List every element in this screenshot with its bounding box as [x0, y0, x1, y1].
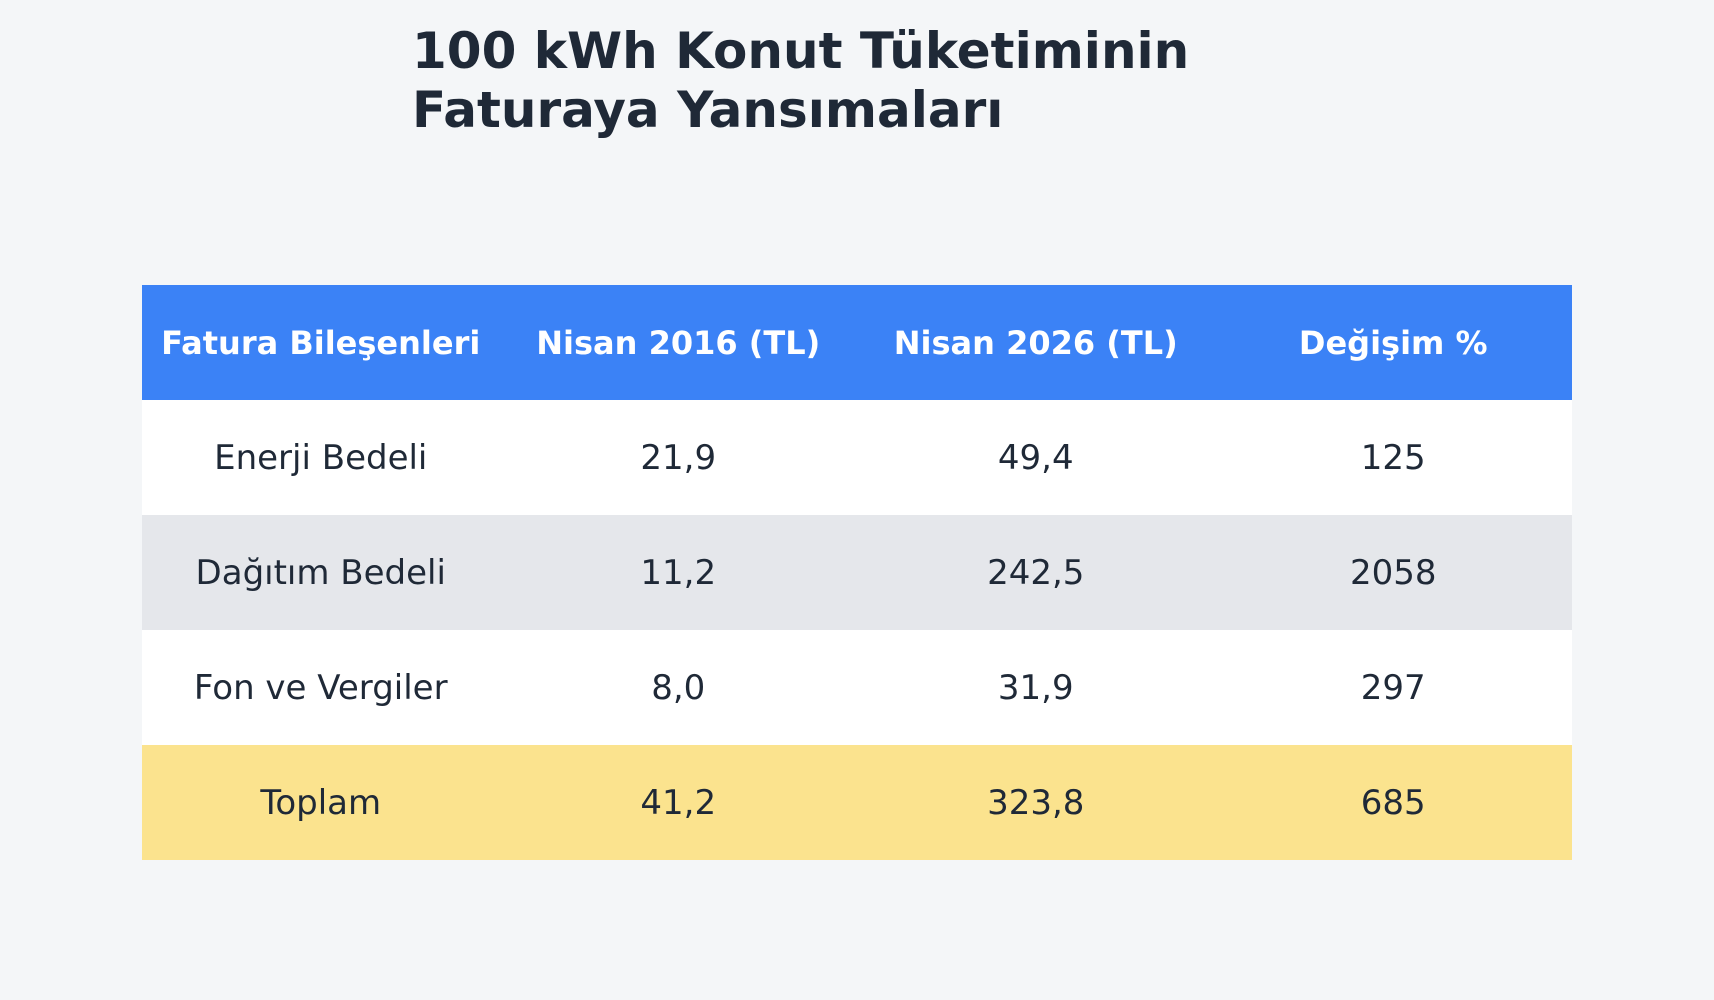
- table-cell: 323,8: [857, 745, 1215, 860]
- title-line: Faturaya Yansımaları: [412, 81, 1004, 139]
- table-cell: 31,9: [857, 630, 1215, 745]
- table-cell: 2058: [1214, 515, 1572, 630]
- header-row: Fatura Bileşenleri Nisan 2016 (TL) Nisan 2…: [142, 285, 1572, 400]
- table-cell: 8,0: [499, 630, 857, 745]
- table-cell: 21,9: [499, 400, 857, 515]
- table-cell: 685: [1214, 745, 1572, 860]
- title-line: 100 kWh Konut Tüketiminin: [412, 22, 1190, 80]
- table-cell: Toplam: [142, 745, 500, 860]
- table: Fatura Bileşenleri Nisan 2016 (TL) Nisan 2…: [142, 285, 1572, 860]
- column-header: Değişim %: [1214, 285, 1572, 400]
- table-cell: 49,4: [857, 400, 1215, 515]
- table-cell: 11,2: [499, 515, 857, 630]
- title: 100 kWh Konut Tüketiminin Faturaya Yansı…: [412, 22, 1189, 140]
- table-row: Fon ve Vergiler 8,0 31,9 297: [142, 630, 1572, 745]
- table-body: Enerji Bedeli 21,9 49,4 125 Dağıtım Bedeli 11…: [142, 400, 1572, 860]
- table-cell: 242,5: [857, 515, 1215, 630]
- column-header: Fatura Bileşenleri: [142, 285, 500, 400]
- table-row: Enerji Bedeli 21,9 49,4 125: [142, 400, 1572, 515]
- table-cell: Fon ve Vergiler: [142, 630, 500, 745]
- table-cell: 297: [1214, 630, 1572, 745]
- table-row: Dağıtım Bedeli 11,2 242,5 2058: [142, 515, 1572, 630]
- table-cell: 41,2: [499, 745, 857, 860]
- table-cell: Dağıtım Bedeli: [142, 515, 500, 630]
- table-cell: Enerji Bedeli: [142, 400, 500, 515]
- table-frame: Fatura Bileşenleri Nisan 2016 (TL) Nisan 2…: [142, 285, 1572, 860]
- column-header: Nisan 2016 (TL): [499, 285, 857, 400]
- column-header: Nisan 2026 (TL): [857, 285, 1215, 400]
- table-row: Toplam 41,2 323,8 685: [142, 745, 1572, 860]
- table-cell: 125: [1214, 400, 1572, 515]
